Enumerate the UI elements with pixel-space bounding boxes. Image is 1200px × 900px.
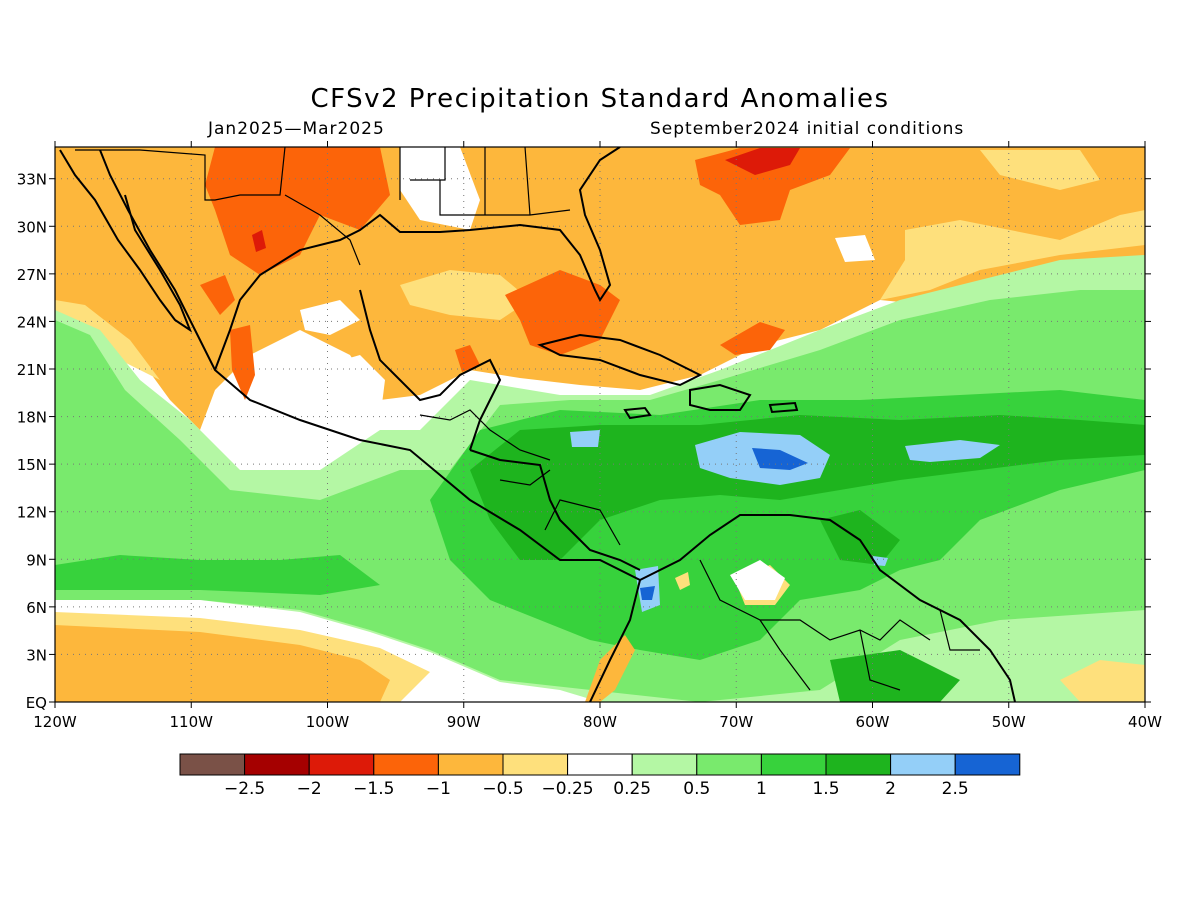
legend-label: −0.5	[482, 779, 523, 799]
legend-swatch	[890, 753, 956, 776]
borders	[75, 147, 980, 691]
legend-swatch	[373, 753, 439, 776]
lat-label: 6N	[26, 599, 47, 617]
lon-label: 40W	[1128, 713, 1162, 731]
field-orange-gulf	[505, 270, 620, 355]
legend-label: 1.5	[812, 779, 839, 799]
field-yellow-gulf	[400, 150, 1100, 320]
coastline-mexico-pacific	[99, 149, 642, 702]
legend-swatch	[308, 753, 375, 776]
lon-label: 90W	[447, 713, 481, 731]
lat-label: 3N	[26, 646, 47, 664]
field-orange-atlantic	[455, 148, 850, 372]
lat-label: 33N	[17, 171, 47, 189]
border-us-states	[399, 147, 571, 216]
lon-label: 70W	[719, 713, 753, 731]
field-dry-south-orange	[55, 625, 635, 702]
initial-conditions: September2024 initial conditions	[650, 119, 965, 139]
longitude-labels: 120W 110W 100W 90W 80W 70W 60W 50W 40W	[33, 713, 1162, 731]
anomaly-fields	[55, 147, 1145, 702]
legend-swatch	[179, 753, 246, 776]
legend-swatch	[437, 753, 504, 776]
legend-label: 0.5	[683, 779, 710, 799]
legend-swatch	[631, 753, 698, 776]
field-white-colombia	[730, 560, 785, 600]
legend-swatch	[567, 753, 633, 776]
latitude-labels: 33N 30N 27N 24N 21N 18N 15N 12N 9N 6N 3N EQ	[17, 171, 47, 712]
field-darkblue-caribbean	[640, 448, 808, 600]
legend-swatch	[954, 753, 1021, 776]
border-central-america	[419, 409, 621, 546]
axis-ticks	[49, 141, 1151, 708]
legend-swatch	[502, 753, 569, 776]
graticule	[55, 147, 1145, 702]
field-red-atlantic	[252, 148, 800, 252]
legend-label: 0.25	[613, 779, 651, 799]
coastline-gulf	[214, 147, 621, 371]
legend-swatch	[760, 753, 827, 776]
lon-label: 50W	[992, 713, 1026, 731]
legend-label: −2	[297, 779, 322, 799]
color-legend: −2.5 −2 −1.5 −1 −0.5 −0.25 0.25 0.5 1 1.5 2 2.5	[179, 753, 1021, 799]
lat-label: EQ	[26, 694, 47, 712]
legend-swatch	[825, 753, 892, 776]
legend-label: 1	[756, 779, 767, 799]
coastlines	[59, 147, 1016, 702]
map-title: CFSv2 Precipitation Standard Anomalies	[310, 84, 890, 114]
lat-label: 9N	[26, 551, 47, 569]
legend-swatch	[244, 753, 310, 776]
forecast-period: Jan2025—Mar2025	[208, 119, 385, 139]
coastline-baja	[59, 149, 193, 333]
coastline-south-america	[639, 514, 1016, 702]
lon-label: 60W	[856, 713, 890, 731]
field-white-mexico	[300, 235, 875, 440]
coastline-jamaica	[623, 406, 652, 420]
border-us-mexico	[75, 147, 361, 266]
field-dark-green	[470, 415, 1145, 702]
legend-swatch	[696, 753, 762, 776]
lon-label: 120W	[33, 713, 77, 731]
lat-label: 12N	[17, 504, 47, 522]
lat-label: 21N	[17, 361, 47, 379]
coastline-cuba	[537, 333, 703, 387]
lat-label: 24N	[17, 313, 47, 331]
coastline-puerto-rico	[768, 401, 799, 414]
legend-label: −2.5	[224, 779, 265, 799]
lat-label: 18N	[17, 409, 47, 427]
legend-label: 2	[885, 779, 896, 799]
lon-label: 100W	[306, 713, 350, 731]
lat-label: 15N	[17, 456, 47, 474]
coastline-yucatan	[359, 289, 502, 451]
lon-label: 80W	[583, 713, 617, 731]
lat-label: 27N	[17, 266, 47, 284]
legend-label: −0.25	[542, 779, 594, 799]
lon-label: 110W	[170, 713, 214, 731]
legend-label: −1.5	[353, 779, 394, 799]
lat-label: 30N	[17, 218, 47, 236]
legend-label: −1	[426, 779, 451, 799]
legend-label: 2.5	[942, 779, 969, 799]
border-south-america	[699, 559, 980, 691]
coastline-hispaniola	[689, 383, 752, 411]
